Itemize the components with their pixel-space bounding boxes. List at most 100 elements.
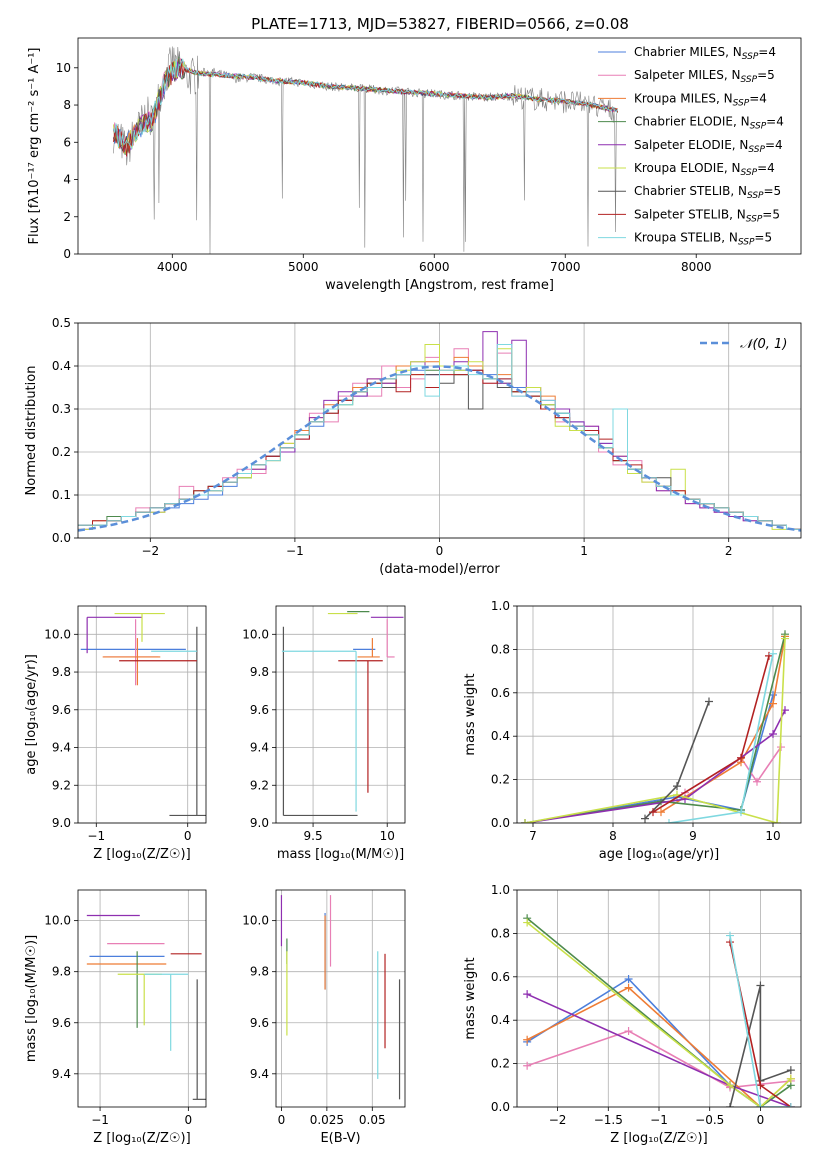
- x-tick-label: −1.5: [594, 1113, 623, 1127]
- weight-series-line: [524, 638, 786, 823]
- axes-frame: [275, 605, 406, 824]
- legend-entry: Kroupa STELIB, NSSP=5: [634, 231, 772, 248]
- legend-entry: Kroupa MILES, NSSP=4: [634, 91, 767, 108]
- x-tick-label: 0: [278, 1113, 286, 1127]
- x-tick-label: 8000: [681, 260, 712, 274]
- y-tick-label: 9.6: [52, 703, 71, 717]
- x-axis-label: Z [log₁₀(Z/Z☉)]: [93, 847, 190, 862]
- x-tick-label: −1: [91, 1113, 109, 1127]
- y-axis-label: Normed distribution: [24, 366, 39, 496]
- weight-point: [705, 697, 713, 706]
- y-tick-label: 0.2: [52, 445, 71, 459]
- weight-point: [769, 730, 777, 739]
- legend-entry: Salpeter STELIB, NSSP=5: [634, 207, 780, 224]
- y-tick-label: 0.4: [52, 359, 71, 373]
- weight-point: [737, 808, 745, 817]
- x-axis-label: wavelength [Angstrom, rest frame]: [325, 278, 554, 293]
- weight-point: [786, 1103, 795, 1107]
- y-axis-label: mass [log₁₀(M/M☉)]: [24, 935, 39, 1062]
- weight-series-line: [729, 935, 791, 1107]
- weight-point: [753, 777, 761, 786]
- legend-entry: 𝒩(0, 1): [740, 337, 787, 352]
- x-axis-label: E(B-V): [320, 1131, 360, 1146]
- y-axis-label: Flux [fλ10⁻¹⁷ erg cm⁻² s⁻¹ A⁻¹]: [27, 48, 42, 245]
- y-tick-label: 1.0: [491, 883, 510, 897]
- figure-title: PLATE=1713, MJD=53827, FIBERID=0566, z=0…: [251, 15, 629, 33]
- weight-point: [756, 1081, 765, 1090]
- x-tick-label: −1: [286, 544, 304, 558]
- y-axis-label: mass weight: [463, 673, 478, 755]
- x-tick-label: −0.5: [695, 1113, 724, 1127]
- weight-point: [523, 1061, 532, 1070]
- y-tick-label: 0.5: [52, 316, 71, 330]
- x-tick-label: 10: [380, 829, 395, 843]
- x-tick-label: 0: [757, 1113, 765, 1127]
- legend-entry: Salpeter ELODIE, NSSP=4: [634, 138, 783, 155]
- axes-frame: [77, 889, 207, 1108]
- weight-point: [769, 649, 777, 658]
- y-tick-label: 0.6: [491, 970, 510, 984]
- x-axis-label: Z [log₁₀(Z/Z☉)]: [93, 1131, 190, 1146]
- y-tick-label: 0.1: [52, 488, 71, 502]
- x-axis-label: age [log₁₀(age/yr)]: [599, 847, 720, 862]
- plot-area: [281, 611, 404, 817]
- y-tick-label: 0.3: [52, 402, 71, 416]
- axes-frame: [77, 322, 802, 539]
- legend-entry: Chabrier MILES, NSSP=4: [634, 45, 776, 62]
- plot-area: [521, 630, 789, 823]
- weight-point: [657, 808, 665, 817]
- y-tick-label: 0.2: [491, 773, 510, 787]
- axes-frame: [77, 37, 802, 255]
- y-tick-label: 9.6: [52, 1016, 71, 1030]
- panel-spectrum: 4000 5000 6000 7000 8000 0 2 4 6 8 10 wavelength [A…: [27, 37, 802, 293]
- panel-weight-vs-metallicity: −2 −1.5 −1 −0.5 0 0.0 0.2 0.4 0.6 0.8 1.0 Z [log₁₀(…: [463, 883, 802, 1146]
- x-tick-label: 0.05: [359, 1113, 386, 1127]
- plot-area: [280, 895, 401, 1100]
- weight-point: [781, 634, 789, 643]
- x-tick-label: −1: [650, 1113, 668, 1127]
- x-axis-label: (data-model)/error: [379, 562, 500, 577]
- x-tick-label: 0: [436, 544, 444, 558]
- axes-frame: [516, 889, 802, 1108]
- weight-point: [726, 1081, 734, 1090]
- y-tick-label: 0.4: [491, 1013, 510, 1027]
- x-tick-label: −1: [87, 829, 105, 843]
- x-tick-label: 9.5: [304, 829, 323, 843]
- panel-age-vs-mass: 9.5 10 9.0 9.2 9.4 9.6 9.8 10.0 mass [log₁₀(M/M☉…: [242, 605, 406, 862]
- y-tick-label: 0.0: [491, 816, 510, 830]
- y-tick-label: 9.4: [250, 1067, 269, 1081]
- y-tick-label: 9.4: [52, 1067, 71, 1081]
- y-tick-label: 4: [63, 173, 71, 187]
- y-tick-label: 9.2: [250, 778, 269, 792]
- y-tick-label: 9.8: [250, 665, 269, 679]
- legend-entry: Chabrier ELODIE, NSSP=4: [634, 115, 784, 132]
- y-tick-label: 10.0: [44, 914, 71, 928]
- histogram-series: [78, 344, 801, 530]
- x-tick-label: 0: [185, 1113, 193, 1127]
- spectrum-legend: Chabrier MILES, NSSP=4 Salpeter MILES, NS…: [598, 45, 784, 248]
- y-tick-label: 9.0: [52, 816, 71, 830]
- y-tick-label: 10: [56, 61, 71, 75]
- weight-series-line: [684, 746, 782, 794]
- x-tick-label: 7: [529, 829, 537, 843]
- y-axis-label: mass weight: [463, 957, 478, 1039]
- weight-point: [773, 819, 781, 823]
- y-tick-label: 9.2: [52, 778, 71, 792]
- y-tick-label: 1.0: [491, 599, 510, 613]
- x-tick-label: 4000: [157, 260, 188, 274]
- y-tick-label: 0.8: [491, 926, 510, 940]
- y-tick-label: 0.6: [491, 686, 510, 700]
- y-tick-label: 9.6: [250, 703, 269, 717]
- x-tick-label: 0.025: [310, 1113, 344, 1127]
- y-tick-label: 9.8: [250, 965, 269, 979]
- y-tick-label: 0.8: [491, 642, 510, 656]
- plot-area: [113, 46, 618, 254]
- y-tick-label: 0.0: [52, 531, 71, 545]
- weight-point: [769, 699, 777, 708]
- y-tick-label: 9.4: [52, 741, 71, 755]
- y-axis-label: age [log₁₀(age/yr)]: [24, 654, 39, 775]
- y-tick-label: 0.2: [491, 1057, 510, 1071]
- y-tick-label: 9.8: [52, 665, 71, 679]
- axes-frame: [275, 889, 406, 1108]
- x-tick-label: −2: [549, 1113, 567, 1127]
